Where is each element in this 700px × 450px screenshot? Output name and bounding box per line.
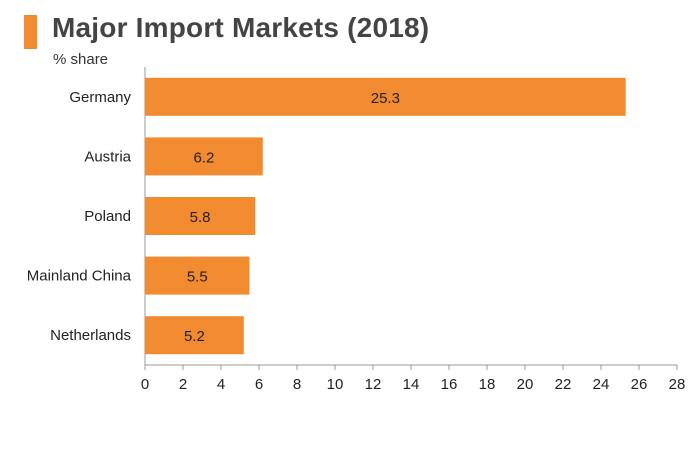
x-tick-label: 8 (293, 376, 301, 393)
x-tick-label: 4 (217, 376, 225, 393)
data-label: 6.2 (193, 149, 214, 166)
x-tick-label: 16 (441, 376, 458, 393)
x-tick-label: 14 (403, 376, 420, 393)
bar (145, 316, 244, 355)
data-label: 25.3 (371, 90, 400, 107)
x-tick-label: 12 (365, 376, 382, 393)
category-label: Germany (69, 89, 131, 106)
data-label: 5.5 (187, 269, 208, 286)
chart-subtitle: % share (53, 51, 109, 68)
x-tick-label: 24 (593, 376, 610, 393)
chart-title: Major Import Markets (2018) (52, 12, 430, 43)
x-tick-label: 18 (479, 376, 496, 393)
data-label: 5.2 (184, 328, 205, 345)
category-label: Poland (84, 208, 131, 225)
data-label: 5.8 (190, 209, 211, 226)
bar (145, 137, 263, 176)
x-tick-label: 28 (669, 376, 686, 393)
title-accent-bar (24, 15, 37, 49)
category-label: Austria (84, 148, 131, 165)
category-label: Netherlands (50, 327, 131, 344)
x-tick-label: 26 (631, 376, 648, 393)
bar (145, 197, 256, 235)
category-label: Mainland China (27, 268, 132, 285)
x-tick-label: 2 (179, 376, 187, 393)
x-tick-label: 6 (255, 376, 263, 393)
x-tick-label: 10 (327, 376, 344, 393)
bar (145, 77, 626, 116)
x-tick-label: 22 (555, 376, 572, 393)
x-tick-label: 0 (141, 376, 149, 393)
bar (145, 256, 250, 295)
x-tick-label: 20 (517, 376, 534, 393)
